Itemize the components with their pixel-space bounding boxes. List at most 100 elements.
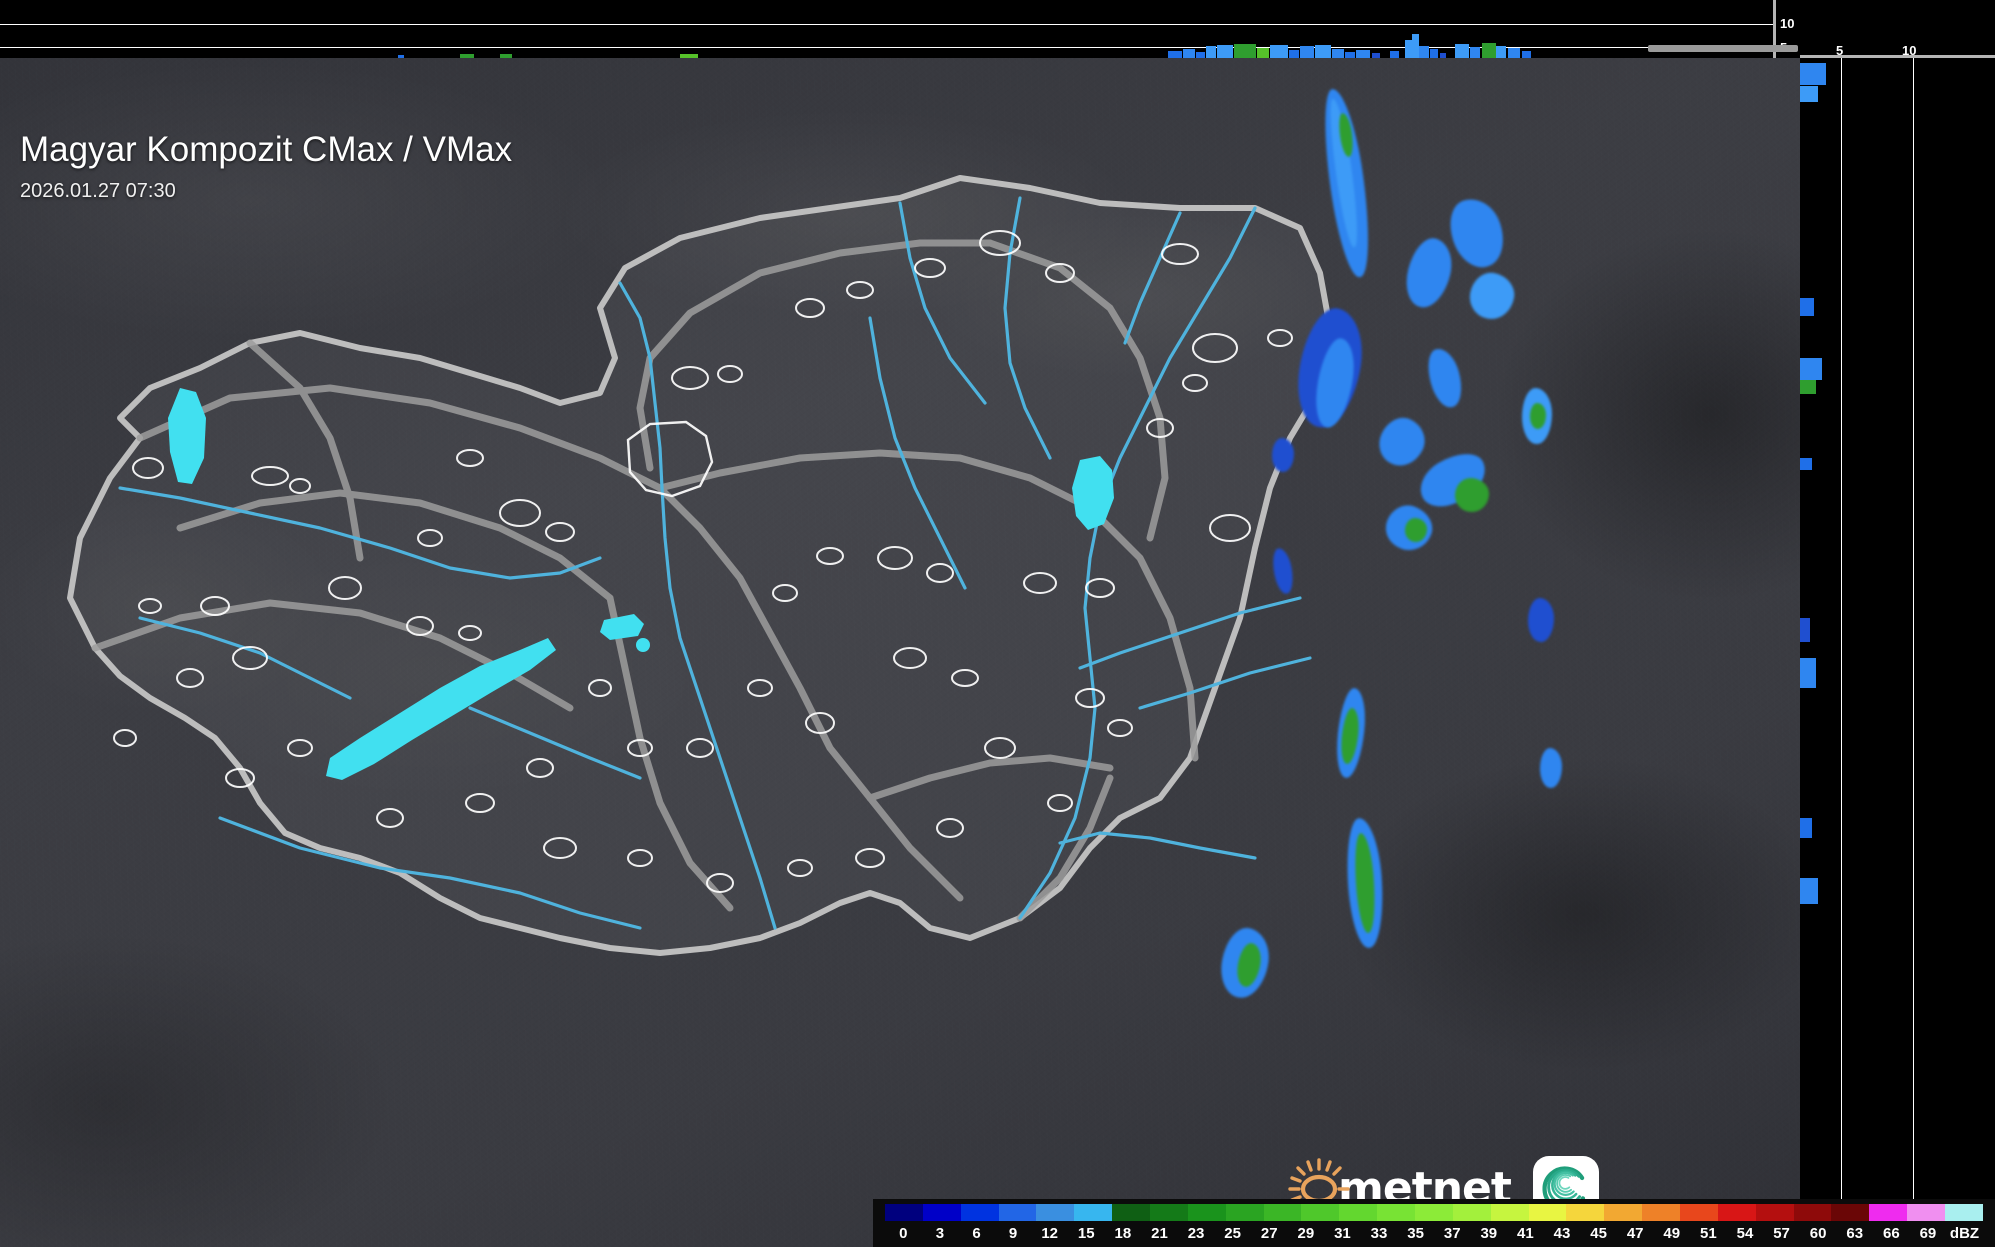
gridline-10km bbox=[0, 24, 1773, 25]
vmax-top-cell-27 bbox=[460, 54, 474, 58]
echo-r-b bbox=[1530, 403, 1546, 429]
colorbar-tick-23: 23 bbox=[1187, 1225, 1205, 1242]
vmax-top-cell-4 bbox=[1217, 45, 1233, 58]
colorbar-tick-37: 37 bbox=[1443, 1225, 1461, 1242]
colorbar-tick-60: 60 bbox=[1809, 1225, 1827, 1242]
colorbar-tick-21: 21 bbox=[1151, 1225, 1168, 1242]
vmax-right-top-border bbox=[1800, 55, 1995, 58]
colorbar-tick-63: 63 bbox=[1846, 1225, 1864, 1242]
vmax-top-cell-15 bbox=[1390, 51, 1399, 58]
vmax-right-cell-9 bbox=[1800, 878, 1818, 904]
echo-e-d bbox=[1455, 478, 1489, 512]
vmax-top-cell-20 bbox=[1440, 53, 1446, 58]
colorbar-tick-45: 45 bbox=[1590, 1225, 1607, 1242]
colorbar-tick-18: 18 bbox=[1114, 1225, 1132, 1242]
vmax-top-cell-18 bbox=[1419, 46, 1429, 58]
colorbar-swatch-21 bbox=[1680, 1204, 1718, 1221]
colorbar-swatch-9 bbox=[1225, 1204, 1264, 1221]
vmax-right-cell-6 bbox=[1800, 618, 1810, 642]
motorway-network bbox=[91, 239, 1199, 922]
vmax-top-cell-19 bbox=[1430, 49, 1438, 58]
vmax-top-cell-21 bbox=[1455, 44, 1469, 58]
colorbar-tick-49: 49 bbox=[1663, 1225, 1681, 1242]
colorbar-swatch-4 bbox=[1036, 1204, 1075, 1221]
vmax-top-cell-28 bbox=[500, 54, 512, 58]
vmax-right-axis-label-5: 5 bbox=[1836, 43, 1844, 58]
vmax-top-cell-30 bbox=[398, 55, 404, 58]
vmax-top-cell-3 bbox=[1206, 46, 1216, 58]
gridline-v-10km bbox=[1913, 58, 1914, 1247]
colorbar-tick-41: 41 bbox=[1517, 1225, 1534, 1242]
colorbar-tick-dBZ: dBZ bbox=[1949, 1225, 1980, 1242]
vmax-top-cell-11 bbox=[1332, 49, 1344, 58]
radar-map-canvas[interactable]: Magyar Kompozit CMax / VMax 2026.01.27 0… bbox=[0, 58, 1800, 1247]
colorbar-swatch-28 bbox=[1945, 1204, 1983, 1221]
vmax-top-cell-12 bbox=[1345, 52, 1355, 58]
echo-r-c bbox=[1528, 598, 1554, 642]
colorbar-swatch-16 bbox=[1490, 1204, 1529, 1221]
vmax-top-cell-0 bbox=[1168, 51, 1182, 58]
colorbar-swatch-6 bbox=[1112, 1204, 1151, 1221]
colorbar-tick-43: 43 bbox=[1553, 1225, 1571, 1242]
vmax-top-cell-14 bbox=[1372, 53, 1380, 58]
colorbar-tick-51: 51 bbox=[1700, 1225, 1717, 1242]
colorbar-swatch-5 bbox=[1074, 1204, 1113, 1221]
colorbar-swatch-24 bbox=[1793, 1204, 1832, 1221]
vmax-top-cell-6 bbox=[1257, 48, 1269, 58]
colorbar-swatch-8 bbox=[1187, 1204, 1226, 1221]
vmax-top-cell-7 bbox=[1270, 45, 1288, 58]
vmax-top-cell-1 bbox=[1183, 49, 1195, 58]
colorbar-swatch-0 bbox=[885, 1204, 923, 1221]
vmax-top-cell-8 bbox=[1289, 50, 1299, 58]
colorbar-swatch-1 bbox=[922, 1204, 961, 1221]
colorbar-tick-15: 15 bbox=[1077, 1225, 1095, 1242]
vmax-right-cell-0 bbox=[1800, 63, 1826, 85]
vmax-top-cell-9 bbox=[1300, 46, 1314, 58]
vmax-right-cell-8 bbox=[1800, 818, 1812, 838]
colorbar-swatch-10 bbox=[1263, 1204, 1302, 1221]
gridline-5km bbox=[0, 47, 1773, 48]
vmax-horizontal-cross-section bbox=[0, 0, 1773, 58]
terrain-hillshade bbox=[0, 58, 1800, 1247]
colorbar-tick-12: 12 bbox=[1041, 1225, 1059, 1242]
timeline-scrollbar-handle[interactable] bbox=[1648, 45, 1798, 52]
colorbar-tick-29: 29 bbox=[1297, 1225, 1315, 1242]
echo-e-g bbox=[1405, 518, 1427, 542]
title-block: Magyar Kompozit CMax / VMax 2026.01.27 0… bbox=[20, 128, 512, 206]
colorbar-swatch-17 bbox=[1528, 1204, 1567, 1221]
colorbar-swatch-11 bbox=[1301, 1204, 1340, 1221]
page-title: Magyar Kompozit CMax / VMax bbox=[20, 130, 513, 169]
echo-r-d bbox=[1540, 748, 1562, 788]
colorbar-swatch-25 bbox=[1831, 1204, 1870, 1221]
vmax-right-cell-3 bbox=[1800, 358, 1822, 380]
colorbar-tick-0: 0 bbox=[899, 1225, 908, 1242]
vmax-top-cell-29 bbox=[680, 54, 698, 58]
map-vector-layer bbox=[67, 175, 1342, 956]
vmax-right-cell-7 bbox=[1800, 658, 1816, 688]
gridline-v-5km bbox=[1841, 58, 1842, 1247]
vmax-top-cell-26 bbox=[1522, 51, 1531, 58]
colorbar-tick-39: 39 bbox=[1480, 1225, 1498, 1242]
colorbar-swatch-2 bbox=[960, 1204, 999, 1221]
vmax-top-cell-10 bbox=[1315, 45, 1331, 58]
colorbar-swatch-3 bbox=[998, 1204, 1037, 1221]
vmax-right-cell-1 bbox=[1800, 86, 1818, 102]
vmax-top-cell-5 bbox=[1234, 44, 1256, 58]
colorbar-swatch-12 bbox=[1339, 1204, 1378, 1221]
vmax-top-cell-22 bbox=[1470, 47, 1480, 58]
colorbar-tick-47: 47 bbox=[1626, 1225, 1644, 1242]
echo-e-e bbox=[1272, 438, 1294, 472]
colorbar-tick-69: 69 bbox=[1919, 1225, 1937, 1242]
colorbar-tick-54: 54 bbox=[1736, 1225, 1754, 1242]
colorbar-tick-labels: 0 3 6 9 12 15 18 21 23 25 27 29 31 33 35 37 39 41 43 45 47 49… bbox=[885, 1223, 1983, 1245]
vmax-top-cell-13 bbox=[1356, 50, 1370, 58]
colorbar-tick-66: 66 bbox=[1882, 1225, 1900, 1242]
colorbar-swatch-22 bbox=[1717, 1204, 1756, 1221]
colorbar-tick-6: 6 bbox=[972, 1225, 981, 1242]
colorbar-swatch-23 bbox=[1755, 1204, 1794, 1221]
colorbar-tick-9: 9 bbox=[1008, 1225, 1018, 1242]
colorbar-tick-27: 27 bbox=[1260, 1225, 1278, 1242]
colorbar-tick-35: 35 bbox=[1407, 1225, 1424, 1242]
vmax-top-cell-24 bbox=[1496, 46, 1506, 58]
